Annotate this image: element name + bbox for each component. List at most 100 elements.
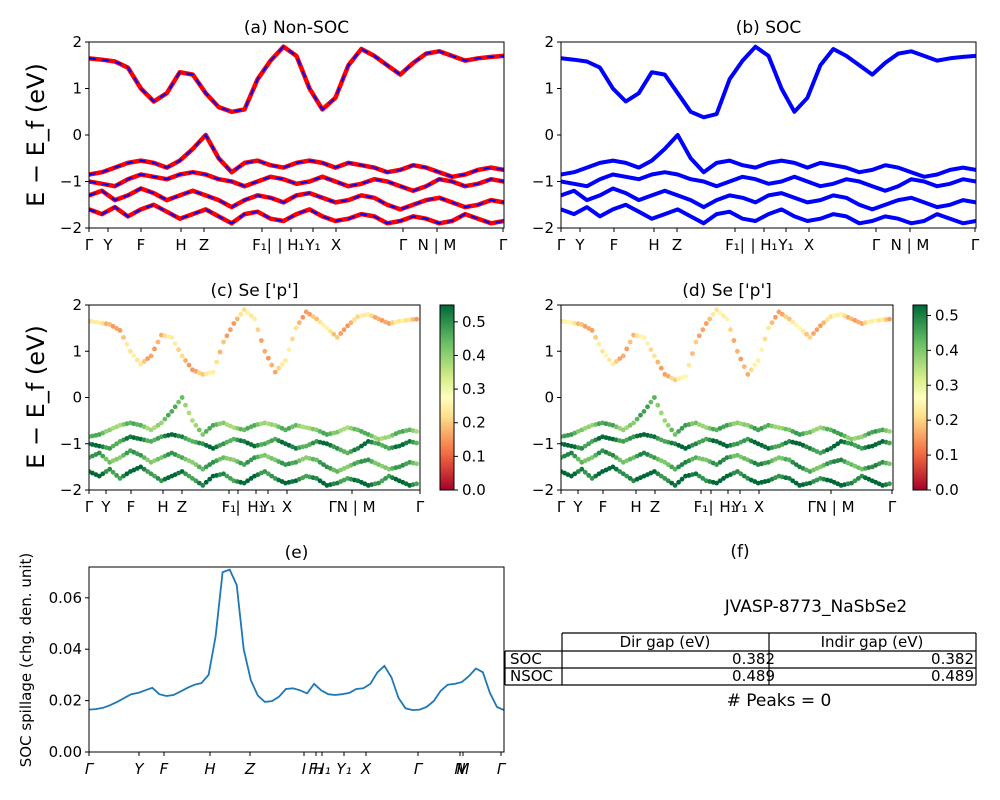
band-point-4: [652, 469, 657, 474]
band-point-0: [814, 327, 820, 333]
x-tick-label: F: [137, 236, 146, 254]
band-point-0: [811, 331, 816, 336]
row-label-nsoc: NSOC: [510, 667, 553, 685]
x-tick-label: N: [454, 760, 465, 778]
band-point-4: [145, 469, 151, 474]
band-point-2: [579, 446, 585, 451]
band-point-0: [324, 325, 330, 331]
band-point-1: [638, 412, 643, 418]
band-point-4: [676, 479, 681, 485]
band-point-0: [317, 319, 323, 325]
x-tick-label: H: [648, 236, 659, 254]
band-point-0: [790, 319, 796, 325]
band-point-0: [252, 316, 257, 322]
y-tick-label: −1: [532, 435, 554, 453]
band-point-4: [696, 473, 702, 479]
x-tick-label: Y: [102, 236, 113, 254]
panel-title: (c) Se ['p']: [210, 281, 298, 301]
band-point-1: [159, 420, 164, 426]
colorbar: [439, 304, 455, 491]
x-tick-label: H₁: [247, 498, 264, 516]
band-point-0: [607, 357, 612, 363]
y-tick-label: 1: [72, 342, 82, 360]
band-point-3: [138, 452, 144, 458]
x-tick-label: F: [127, 498, 136, 516]
x-tick-label: Γ: [888, 498, 897, 516]
band-point-2: [831, 443, 837, 449]
nsoc-indir-gap: 0.489: [931, 667, 974, 685]
band-point-0: [710, 311, 716, 317]
colorbar-tick-label: 0.4: [462, 346, 486, 364]
spillage-line: [89, 568, 504, 712]
band-point-0: [655, 359, 661, 365]
gap-table: [504, 632, 977, 686]
band-point-0: [307, 311, 313, 317]
band-point-1: [207, 425, 213, 431]
x-tick-label: H₁: [719, 498, 736, 516]
band-point-2: [828, 446, 834, 451]
band-point-3: [245, 459, 251, 465]
band-point-0: [138, 361, 144, 367]
band-point-4: [856, 476, 861, 481]
band-point-2: [582, 443, 588, 449]
band-point-4: [124, 471, 130, 477]
x-tick-label: Γ: [416, 498, 425, 516]
band-point-4: [107, 466, 113, 472]
band-point-0: [296, 320, 302, 326]
x-tick-label: F: [610, 236, 619, 254]
band-point-0: [293, 325, 299, 331]
x-tick-label: X: [282, 498, 292, 516]
band-point-3: [414, 461, 419, 467]
band-point-0: [683, 374, 688, 380]
x-tick-label: Γ: [557, 498, 566, 516]
x-tick-label: F: [599, 498, 608, 516]
band-point-0: [613, 359, 619, 364]
x-tick-label: Z: [177, 498, 187, 516]
band-point-4: [221, 471, 226, 477]
band-point-4: [193, 478, 199, 484]
band-point-3: [593, 452, 598, 458]
band-point-4: [207, 476, 213, 482]
band-point-3: [314, 457, 319, 463]
y-axis-label-middle: E − E_f (eV): [22, 325, 50, 469]
band-point-0: [290, 336, 295, 342]
band-point-4: [717, 478, 723, 484]
x-tick-label: Γ: [85, 760, 95, 778]
band-point-4: [148, 471, 154, 477]
band-point-4: [665, 478, 671, 484]
band-point-3: [714, 462, 719, 467]
band-point-0: [728, 327, 733, 333]
x-tick-label: Γ: [497, 760, 507, 778]
x-tick-label: F₁|: [725, 236, 745, 254]
band-point-4: [589, 476, 595, 481]
band-point-4: [186, 473, 192, 479]
band-point-0: [265, 355, 271, 361]
band-point-1: [172, 404, 178, 410]
band-point-4: [245, 478, 251, 484]
y-tick-label: 2: [544, 296, 554, 314]
band-point-4: [579, 466, 585, 472]
band-point-1: [641, 409, 647, 414]
band-point-3: [786, 457, 792, 463]
band-point-4: [669, 480, 675, 486]
band-point-0: [234, 316, 240, 322]
band-point-4: [735, 469, 740, 474]
band-point-0: [328, 328, 333, 334]
band-point-4: [203, 479, 209, 485]
band-point-4: [179, 469, 185, 474]
colorbar-tick-label: 0.0: [935, 481, 959, 499]
band-point-3: [596, 450, 602, 456]
y-axis-label-spillage: SOC spillage (chg. den. unit): [17, 553, 35, 768]
band-point-3: [145, 457, 151, 463]
band-point-0: [880, 317, 885, 323]
band-point-3: [887, 461, 892, 467]
y-tick-label: −2: [60, 219, 82, 237]
band-point-1: [162, 416, 168, 422]
band-point-4: [321, 480, 326, 486]
band-point-4: [714, 480, 719, 486]
x-tick-label: F: [160, 760, 169, 778]
x-tick-label: Γ: [85, 236, 94, 254]
band-point-0: [310, 314, 316, 319]
band-point-1: [414, 429, 419, 434]
